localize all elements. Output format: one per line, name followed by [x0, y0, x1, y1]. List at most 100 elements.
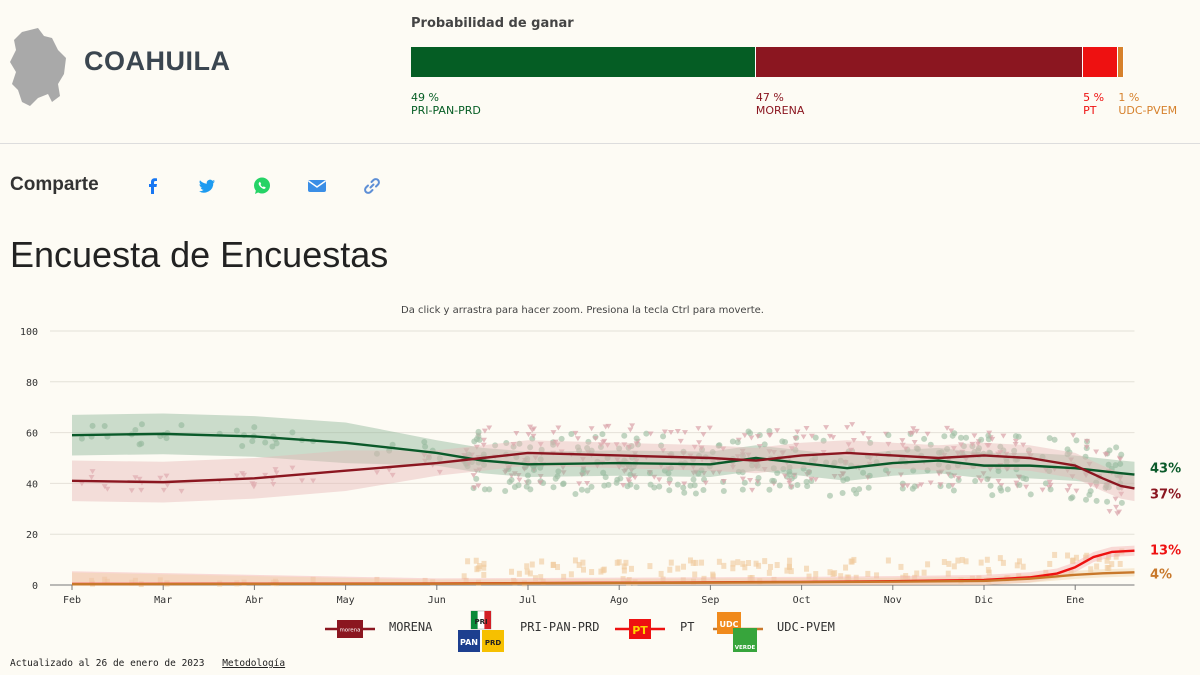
poll-point-morena: [1117, 476, 1124, 482]
poll-point-morena: [1016, 475, 1023, 481]
poll-point-pri: [578, 486, 585, 493]
poll-point-udc: [853, 574, 859, 581]
poll-point-udc: [589, 569, 595, 576]
poll-point-pri: [89, 422, 96, 429]
poll-point-morena: [89, 469, 96, 475]
legend-pt: PT: [680, 620, 695, 634]
poll-point-pri: [856, 486, 863, 493]
poll-point-morena: [386, 467, 393, 473]
poll-point-morena: [987, 466, 994, 472]
poll-point-pri: [963, 434, 970, 441]
poll-point-pri: [1015, 433, 1022, 440]
poll-point-pri: [269, 443, 276, 450]
poll-point-udc: [813, 571, 819, 578]
poll-point-morena: [720, 446, 727, 452]
poll-point-morena: [239, 471, 246, 477]
poll-point-udc: [463, 577, 469, 584]
poll-point-morena: [729, 464, 736, 470]
x-tick-label: Sep: [701, 595, 719, 606]
poll-point-udc: [742, 564, 748, 571]
poll-point-morena: [627, 427, 634, 433]
poll-point-udc: [660, 576, 666, 583]
poll-point-udc: [786, 563, 792, 570]
poll-point-udc: [132, 577, 138, 584]
poll-point-pri: [766, 428, 773, 435]
poll-point-pri: [770, 465, 777, 472]
poll-point-udc: [623, 559, 629, 566]
poll-point-pri: [584, 445, 591, 452]
poll-point-morena: [808, 433, 815, 439]
poll-point-morena: [927, 480, 934, 486]
poll-point-udc: [716, 558, 722, 565]
poll-point-udc: [914, 570, 920, 577]
udc-pvem-logo-icon: UDC VERDE: [713, 612, 763, 652]
poll-point-morena: [572, 430, 579, 436]
poll-point-morena: [88, 474, 95, 480]
poll-point-udc: [740, 560, 746, 567]
poll-point-udc: [912, 574, 918, 581]
poll-point-morena: [576, 481, 583, 487]
y-tick-label: 80: [26, 378, 38, 389]
poll-point-pri: [658, 442, 665, 449]
poll-point-morena: [1093, 449, 1100, 455]
methodology-link[interactable]: Metodología: [222, 658, 286, 669]
facebook-icon[interactable]: [143, 176, 163, 196]
poll-point-morena: [918, 482, 925, 488]
poll-point-pri: [656, 483, 663, 490]
poll-point-udc: [465, 558, 471, 565]
poll-point-udc: [89, 577, 95, 584]
poll-point-udc: [946, 560, 952, 567]
poll-point-udc: [690, 559, 696, 566]
poll-point-pri: [913, 445, 920, 452]
poll-point-morena: [840, 471, 847, 477]
poll-point-morena: [734, 454, 741, 460]
poll-point-morena: [1087, 482, 1094, 488]
poll-point-pri: [826, 492, 833, 499]
poll-point-pri: [1013, 466, 1020, 473]
poll-point-morena: [995, 478, 1002, 484]
poll-point-pri: [1042, 480, 1049, 487]
poll-point-morena: [729, 461, 736, 467]
link-icon[interactable]: [362, 176, 382, 196]
poll-point-pri: [537, 456, 544, 463]
poll-point-udc: [693, 559, 699, 566]
poll-point-udc: [538, 574, 544, 581]
poll-point-morena: [1011, 452, 1018, 458]
poll-point-pri: [774, 470, 781, 477]
poll-point-morena: [78, 481, 85, 487]
poll-point-pri: [837, 457, 844, 464]
twitter-icon[interactable]: [197, 176, 217, 196]
poll-point-pri: [373, 450, 380, 457]
poll-point-pri: [786, 471, 793, 478]
probability-party: UDC-PVEM: [1118, 104, 1178, 117]
poll-point-morena: [1046, 479, 1053, 485]
poll-point-morena: [515, 472, 522, 478]
email-icon[interactable]: [307, 176, 327, 196]
poll-point-udc: [762, 558, 768, 565]
poll-point-pri: [1117, 460, 1124, 467]
poll-point-pri: [1082, 453, 1089, 460]
poll-point-morena: [756, 444, 763, 450]
page-title: Encuesta de Encuestas: [10, 234, 389, 275]
pri-logo-text: PRI: [474, 618, 487, 626]
poll-point-udc: [374, 576, 380, 583]
y-tick-label: 60: [26, 429, 38, 440]
poll-point-pri: [602, 474, 609, 481]
whatsapp-icon[interactable]: [252, 176, 272, 196]
poll-point-morena: [745, 452, 752, 458]
poll-point-pri: [665, 470, 672, 477]
poll-point-morena: [831, 474, 838, 480]
poll-point-pri: [950, 487, 957, 494]
poll-point-morena: [830, 435, 837, 441]
poll-point-udc: [561, 573, 567, 580]
poll-point-morena: [754, 434, 761, 440]
poll-point-morena: [944, 425, 951, 431]
poll-point-morena: [739, 476, 746, 482]
poll-of-polls-chart[interactable]: 0 20 40 60 80 100 Feb Mar Abr May Jun Jul Ago Sep Oct N…: [0, 318, 1200, 610]
poll-point-pri: [555, 468, 562, 475]
poll-point-morena: [505, 465, 512, 471]
poll-point-pri: [808, 457, 815, 464]
probability-pct: 47 %: [755, 91, 784, 104]
poll-point-pri: [709, 449, 716, 456]
poll-point-morena: [555, 425, 562, 431]
